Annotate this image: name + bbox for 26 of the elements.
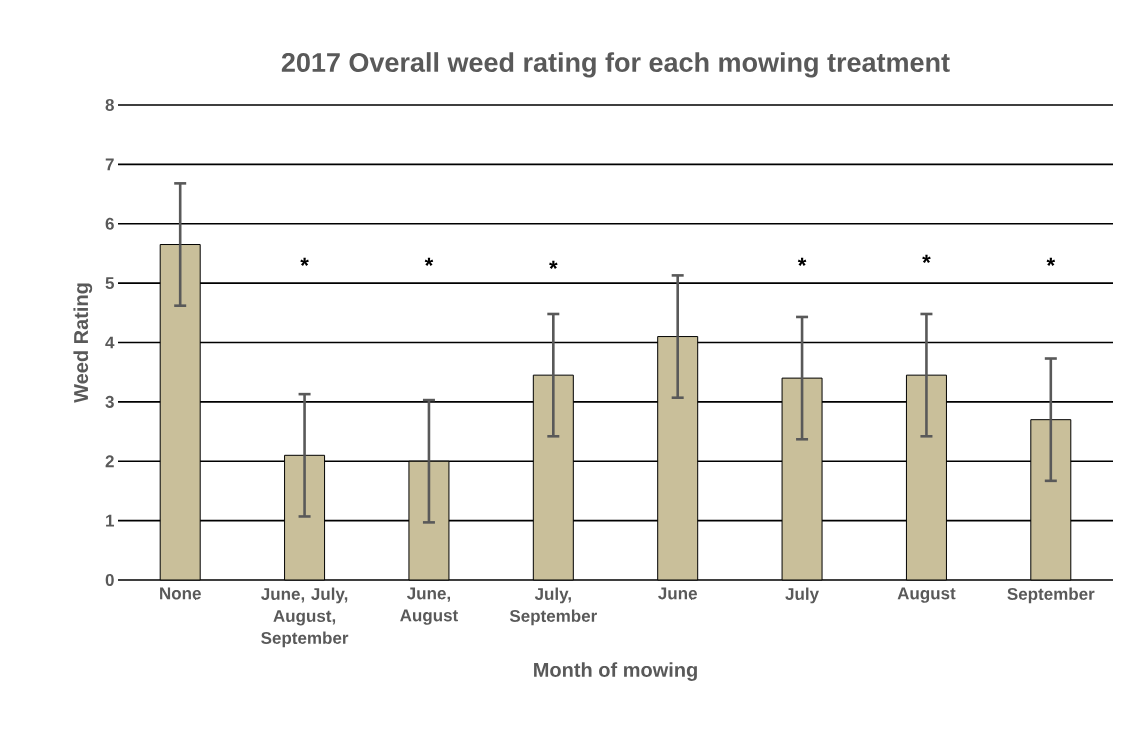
y-tick-label: 3	[105, 395, 114, 408]
x-tick-label: June, July, August, September	[261, 587, 349, 648]
y-tick-label: 8	[105, 98, 114, 112]
x-tick-label: June	[658, 587, 697, 600]
annotation: *	[922, 254, 931, 263]
y-tick-label: 5	[105, 277, 115, 290]
x-tick-label: September	[1007, 587, 1095, 604]
annotation: *	[300, 257, 309, 266]
x-axis-title: Month of mowing	[534, 662, 697, 681]
y-axis-title: Weed Rating	[73, 283, 93, 403]
x-tick-label: July	[785, 587, 819, 604]
y-tick-label: 2	[105, 455, 114, 468]
x-tick-label: None	[160, 587, 201, 600]
y-tick-label: 1	[106, 514, 115, 527]
x-tick-label: June, August	[400, 587, 459, 625]
annotation: *	[1046, 257, 1056, 266]
annotation: *	[549, 260, 558, 269]
chart-title: 2017 Overall weed rating for each mowing treatment	[281, 52, 950, 78]
annotation: *	[797, 257, 807, 266]
y-tick-label: 7	[105, 158, 114, 171]
x-tick-label: July, September	[509, 587, 597, 626]
y-tick-label: 0	[105, 573, 114, 587]
annotation: *	[424, 257, 434, 266]
y-tick-label: 6	[105, 217, 114, 230]
x-tick-label: August	[897, 587, 956, 603]
y-tick-label: 4	[105, 336, 115, 349]
